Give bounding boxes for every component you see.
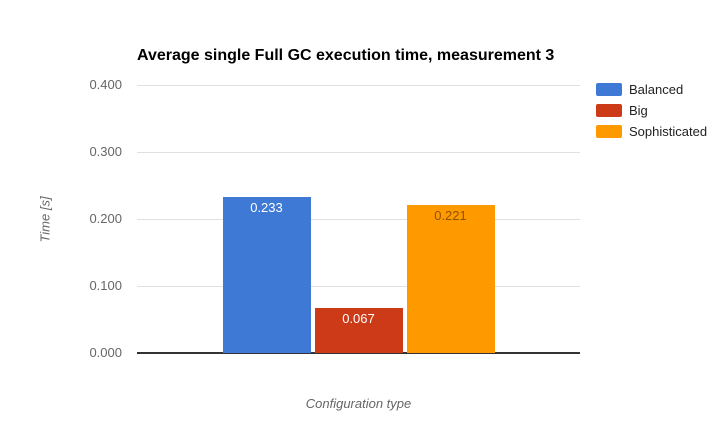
- legend-label: Big: [629, 103, 648, 118]
- y-tick-label: 0.300: [89, 144, 122, 159]
- y-tick-label: 0.400: [89, 77, 122, 92]
- legend-label: Balanced: [629, 82, 684, 97]
- legend-item-sophisticated[interactable]: Sophisticated: [596, 124, 708, 139]
- y-tick-label: 0.200: [89, 211, 122, 226]
- y-tick-label: 0.100: [89, 278, 122, 293]
- bar-value-label: 0.067: [342, 311, 375, 327]
- y-tick-label: 0.000: [89, 345, 122, 360]
- legend-swatch: [596, 104, 622, 117]
- legend: Balanced Big Sophisticated: [596, 82, 708, 146]
- gridline: [137, 85, 580, 86]
- y-axis-title: Time [s]: [37, 195, 53, 243]
- legend-item-big[interactable]: Big: [596, 103, 707, 118]
- legend-label: Sophisticated: [629, 124, 708, 139]
- bar-sophisticated[interactable]: 0.221: [406, 204, 495, 353]
- bar-balanced[interactable]: 0.233: [222, 196, 311, 353]
- bar-value-label: 0.221: [434, 207, 467, 223]
- x-axis-baseline: [137, 352, 580, 354]
- bar-big[interactable]: 0.067: [314, 308, 403, 353]
- legend-item-balanced[interactable]: Balanced: [596, 82, 707, 97]
- chart-title: Average single Full GC execution time, m…: [137, 47, 555, 64]
- legend-swatch: [596, 83, 622, 96]
- gridline: [137, 219, 580, 220]
- gridline: [137, 152, 580, 153]
- bar-value-label: 0.233: [250, 199, 283, 215]
- gridline: [137, 286, 580, 287]
- legend-swatch: [596, 125, 622, 138]
- x-axis-title: Configuration type: [305, 396, 412, 411]
